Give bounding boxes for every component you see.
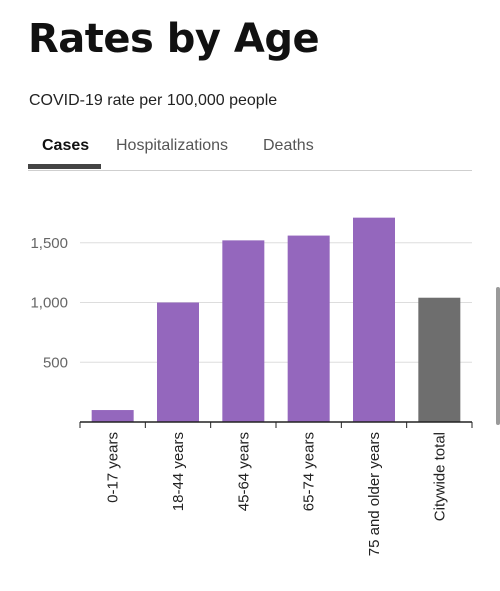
x-tick-label-1: 18-44 years <box>170 432 187 511</box>
scrollbar-thumb[interactable] <box>496 287 500 425</box>
x-tick-label-2: 45-64 years <box>235 432 252 511</box>
y-tick-label-500: 500 <box>43 354 68 371</box>
x-tick-label-5: Citywide total <box>431 432 448 521</box>
bar-chart: 500 1,000 1,500 0-17 years 18-44 years 45-64 … <box>30 217 473 556</box>
page-subtitle: COVID-19 rate per 100,000 people <box>29 92 278 109</box>
tab-hospitalizations[interactable]: Hospitalizations <box>116 137 229 154</box>
bar-2 <box>222 240 265 422</box>
x-tick-label-0: 0-17 years <box>105 432 122 503</box>
bar-0 <box>91 410 134 422</box>
tab-cases[interactable]: Cases <box>42 137 90 154</box>
bar-4 <box>353 217 395 422</box>
active-tab-indicator <box>28 164 101 169</box>
page-title: Rates by Age <box>28 16 320 62</box>
y-tick-label-1000: 1,000 <box>30 295 68 312</box>
bar-5 <box>418 297 461 422</box>
x-tick-label-4: 75 and older years <box>366 432 383 556</box>
y-tick-label-1500: 1,500 <box>30 235 68 252</box>
bar-3 <box>287 235 330 422</box>
bar-1 <box>157 302 199 422</box>
tab-deaths[interactable]: Deaths <box>263 137 314 154</box>
metric-tabs: Cases Hospitalizations Deaths <box>28 130 472 171</box>
x-tick-label-3: 65-74 years <box>301 432 318 511</box>
